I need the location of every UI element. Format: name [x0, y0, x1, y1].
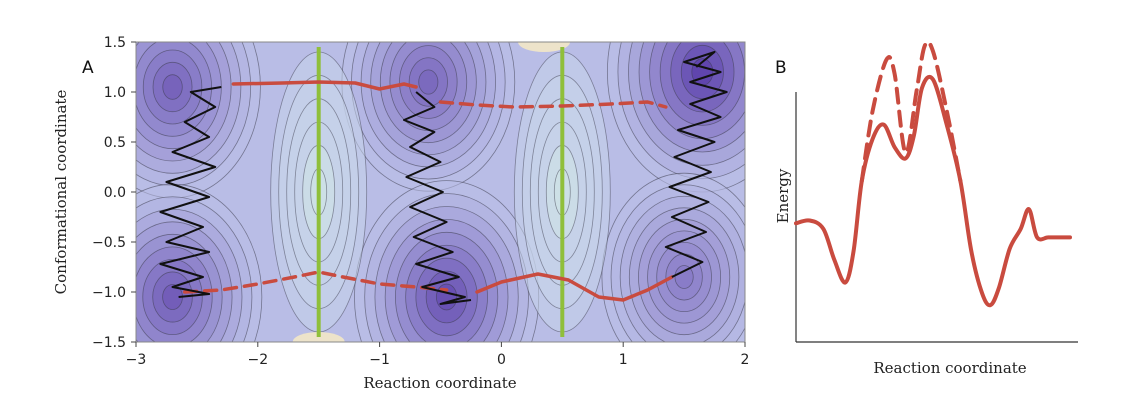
energy-peak-1	[292, 332, 345, 342]
energy-curve-dashed	[859, 39, 963, 183]
contour-layer	[136, 42, 745, 342]
y-tick-label: −1.0	[92, 285, 126, 301]
lower-path-dashed	[182, 270, 449, 294]
y-tick-label: 1.5	[104, 35, 126, 51]
reaction-paths	[182, 80, 674, 302]
y-tick-label: 1.0	[104, 85, 126, 101]
energy-minimum-1	[136, 42, 261, 199]
energy-curves	[794, 39, 1072, 308]
contour-ring	[435, 283, 458, 311]
x-tick-label: −1	[369, 352, 390, 368]
y-tick-label: −0.5	[92, 235, 126, 251]
upper-path-dashed	[438, 100, 668, 109]
y-tick-label: −1.5	[92, 335, 126, 351]
contour-field	[136, 42, 745, 342]
contour-ring	[418, 69, 439, 95]
energy-peak-2	[518, 42, 571, 52]
trajectory-3	[664, 51, 728, 278]
x-tick-label: 2	[741, 352, 750, 368]
lower-path-solid	[475, 272, 674, 302]
energy-minimum-3	[341, 42, 516, 192]
y-axis-label-a: Conformational coordinate	[52, 90, 70, 295]
upper-path-solid	[231, 80, 418, 91]
axis-a-ticks: −3 −2 −1 0 1 2 −1.5 −1.0 −0.5 0.0 0.5 1.0 1.5	[92, 35, 749, 368]
dividing-lines	[316, 47, 565, 337]
energy-curve-solid	[794, 74, 1072, 308]
panel-a-label: A	[82, 58, 94, 78]
panel-b: B Reaction coordinate Energy	[774, 39, 1078, 377]
x-axis-label-a: Reaction coordinate	[363, 374, 516, 392]
x-axis-label-b: Reaction coordinate	[873, 359, 1026, 377]
contour-ring	[162, 74, 183, 100]
y-tick-label: 0.0	[104, 185, 126, 201]
x-tick-label: 0	[497, 352, 506, 368]
x-tick-label: 1	[619, 352, 628, 368]
x-tick-label: −3	[126, 352, 147, 368]
panel-a: A −3 −2 −1 0 1 2 −1.5 −1.0 −0.5 0.0 0.5 1.0 1.5 Reac…	[52, 35, 749, 392]
y-axis-label-b: Energy	[774, 168, 792, 223]
energy-minimum-2	[136, 183, 263, 342]
panel-b-label: B	[775, 58, 787, 78]
contour-ring	[674, 265, 694, 289]
trajectories	[159, 51, 728, 305]
y-tick-label: 0.5	[104, 135, 126, 151]
trajectory-1	[159, 86, 222, 298]
energy-minimum-6	[601, 172, 745, 342]
x-tick-label: −2	[247, 352, 268, 368]
trajectory-2	[403, 91, 472, 305]
